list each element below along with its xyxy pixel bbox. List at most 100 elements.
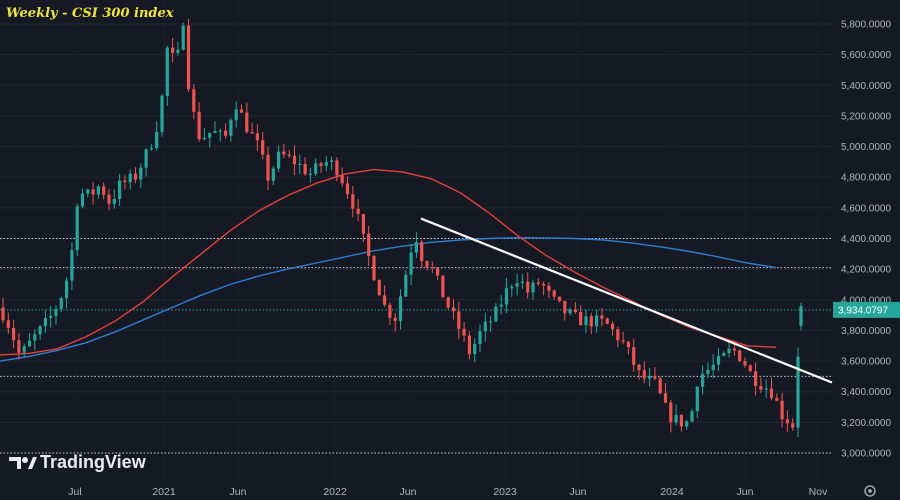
y-tick-label: 3,200.0000	[841, 418, 891, 429]
y-tick-label: 3,400.0000	[841, 387, 891, 398]
candle-body	[489, 321, 493, 323]
candle-body	[308, 173, 312, 175]
candle-body	[181, 25, 185, 50]
candle-body	[674, 414, 678, 423]
candle-body	[91, 189, 95, 195]
candle-body	[314, 163, 318, 174]
candle-body	[65, 280, 69, 299]
candle-body	[123, 180, 127, 183]
candle-body	[695, 386, 699, 412]
candle-body	[494, 306, 498, 322]
y-tick-label: 5,400.0000	[841, 81, 891, 92]
candle-body	[12, 327, 16, 341]
tradingview-brand: TradingView	[40, 452, 147, 472]
candle-body	[716, 355, 721, 365]
candle-body	[759, 386, 763, 390]
candle-body	[383, 295, 387, 305]
candle-body	[467, 335, 471, 355]
settings-gear-icon[interactable]	[864, 485, 876, 497]
candle-body	[287, 154, 291, 156]
candle-body	[446, 297, 450, 308]
candle-body	[573, 309, 577, 313]
candle-body	[255, 133, 259, 141]
candle-body	[499, 304, 503, 307]
candle-body	[685, 421, 689, 427]
candle-body	[441, 275, 445, 298]
candle-body	[388, 304, 392, 318]
y-axis: 5,800.0000 5,600.0000 5,400.0000 5,200.0000…	[833, 20, 900, 460]
y-tick-label: 3,000.0000	[841, 449, 891, 460]
candle-body	[282, 151, 286, 155]
candle-body	[171, 47, 175, 53]
y-tick-label: 5,800.0000	[841, 20, 891, 31]
candle-body	[473, 344, 477, 355]
trendline-layer	[420, 217, 833, 384]
candle-body	[451, 307, 456, 312]
candle-body	[616, 329, 620, 341]
candle-body	[663, 393, 668, 403]
candle-body	[568, 309, 572, 314]
x-tick-label: 2021	[152, 486, 176, 498]
candle-body	[584, 316, 588, 326]
candle-body	[176, 49, 180, 53]
y-tick-label: 4,600.0000	[841, 203, 891, 214]
candle-body	[144, 149, 148, 168]
candle-body	[345, 183, 350, 195]
candle-body	[557, 296, 562, 302]
x-tick-label: 2024	[660, 486, 684, 498]
grid	[0, 23, 832, 454]
downtrend-line	[420, 217, 833, 384]
candle-body	[102, 186, 106, 195]
candle-body	[139, 167, 143, 180]
y-tick-label: 5,200.0000	[841, 111, 891, 122]
tradingview-logo: TradingView	[9, 452, 147, 472]
candle-body	[224, 130, 228, 136]
candle-body	[462, 328, 466, 336]
candle-body	[515, 283, 519, 287]
candle-body	[271, 168, 275, 181]
candle-body	[457, 311, 461, 329]
candle-body	[340, 175, 344, 184]
candle-body	[319, 163, 323, 166]
candle-body	[690, 411, 694, 422]
candle-body	[303, 163, 307, 175]
tradingview-logo-icon	[9, 457, 21, 469]
candle-body	[59, 298, 63, 309]
candle-body	[165, 47, 169, 96]
y-tick-label: 4,400.0000	[841, 234, 891, 245]
x-tick-label: Jun	[737, 486, 754, 498]
x-tick-label: Jul	[68, 486, 81, 498]
candle-body	[563, 301, 567, 314]
candle-body	[245, 112, 249, 133]
candle-body	[658, 378, 662, 394]
candle-body	[377, 280, 381, 296]
x-tick-label: Jun	[570, 486, 587, 498]
candle-body	[107, 194, 111, 204]
candle-body	[393, 317, 397, 321]
candle-body	[648, 376, 652, 379]
candle-body	[27, 340, 32, 347]
candle-body	[38, 326, 42, 335]
candle-body	[277, 151, 281, 169]
candle-body	[149, 148, 153, 150]
candle-body	[637, 364, 641, 371]
candle-body	[542, 283, 546, 286]
x-tick-label: 2023	[493, 486, 517, 498]
candle-body	[372, 256, 376, 281]
candle-body	[324, 161, 328, 166]
candle-body	[722, 353, 726, 356]
candle-body	[754, 371, 758, 387]
x-tick-label: Jun	[400, 486, 417, 498]
chart-title: Weekly - CSI 300 index	[6, 6, 174, 21]
y-tick-label: 3,800.0000	[841, 326, 891, 337]
candle-body	[579, 312, 583, 326]
candle-body	[1, 307, 5, 321]
candle-body	[96, 186, 100, 195]
candle-body	[679, 414, 683, 427]
candle-body	[234, 109, 238, 121]
candle-body	[213, 131, 217, 133]
candle-body	[75, 206, 79, 251]
candle-body	[186, 25, 191, 90]
